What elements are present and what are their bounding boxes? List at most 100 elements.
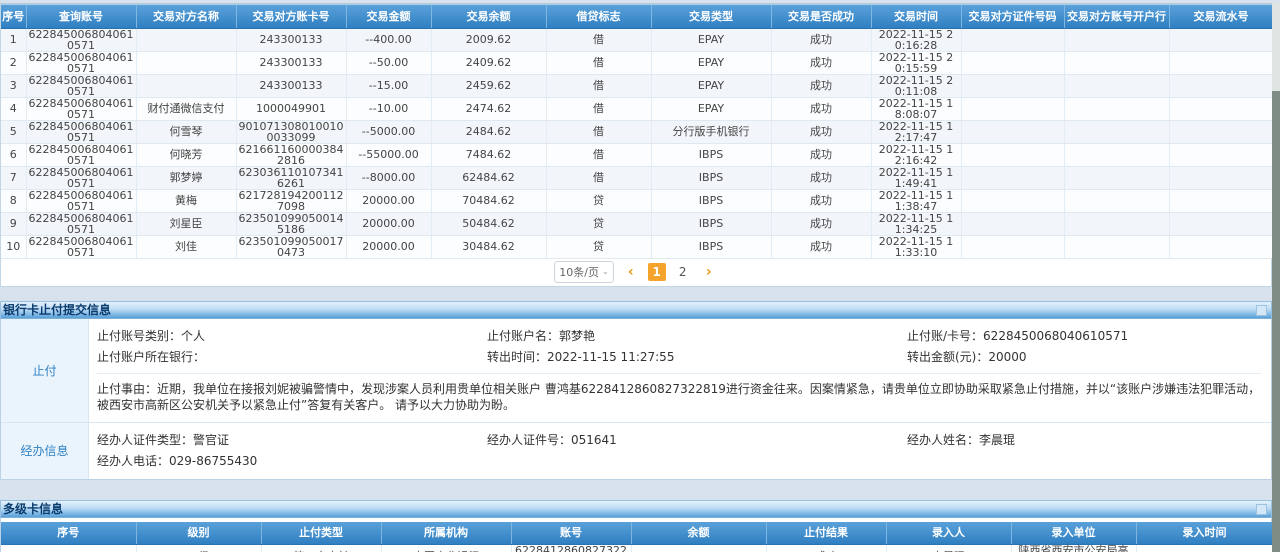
column-header: 借贷标志: [546, 5, 652, 29]
column-header: 账号: [511, 521, 632, 545]
table-cell: 20000.00: [346, 235, 432, 259]
table-cell: 成功: [771, 143, 872, 167]
handler-phone-field: 经办人电话：029-86755430: [97, 453, 258, 468]
table-cell: 6: [1, 143, 27, 167]
column-header: 交易对方账卡号: [236, 5, 347, 29]
transactions-panel: 序号 查询账号 交易对方名称 交易对方账卡号 交易金额 交易余额 借贷标志 交易类型 交易是否成…: [0, 3, 1274, 287]
table-cell: 2022-11-15 20:15:59: [871, 51, 962, 75]
table-row: 9 6228450068040610571 刘星臣 62350109905001451…: [1, 212, 1274, 236]
table-cell: [1169, 235, 1274, 259]
table-cell: 243300133: [236, 28, 347, 52]
table-cell: [1169, 97, 1274, 121]
table-cell: [1169, 51, 1274, 75]
page-button-2[interactable]: 2: [678, 265, 687, 279]
handler-id-type-field: 经办人证件类型：警官证: [97, 432, 230, 447]
page-button-1[interactable]: 1: [647, 263, 666, 281]
table-cell: 2022-11-15 12:16:42: [871, 143, 962, 167]
multilevel-header-row: 序号 级别 止付类型 所属机构 账号 余额 止付结果 录入人 录入单位 录入时间: [1, 521, 1274, 545]
table-cell: 刘星臣: [136, 212, 237, 236]
table-cell: 8: [1, 189, 27, 213]
next-page-button[interactable]: ›: [705, 264, 712, 280]
column-header: 序号: [1, 521, 137, 545]
table-cell: --50.00: [346, 51, 432, 75]
table-cell: 2022-11-15 11:34:25: [871, 212, 962, 236]
column-header: 止付结果: [766, 521, 887, 545]
table-cell: 何雪琴: [136, 120, 237, 144]
table-cell: [961, 28, 1065, 52]
table-cell: EPAY: [651, 74, 772, 98]
table-cell: [1169, 120, 1274, 144]
prev-page-button[interactable]: ‹: [627, 264, 634, 280]
table-row: 7 6228450068040610571 郭梦婷 62303611010734162…: [1, 166, 1274, 190]
column-header: 交易金额: [346, 5, 432, 29]
vertical-scrollbar[interactable]: [1272, 3, 1280, 552]
table-cell: 5: [1, 120, 27, 144]
main-content: 序号 查询账号 交易对方名称 交易对方账卡号 交易金额 交易余额 借贷标志 交易类型 交易是否成…: [0, 3, 1274, 552]
table-cell: --10.00: [346, 97, 432, 121]
table-row: 3 6228450068040610571 243300133 --15.00 2459…: [1, 74, 1274, 98]
table-cell: [1064, 212, 1170, 236]
table-cell: 9010713080100100033099: [236, 120, 347, 144]
table-cell: IBPS: [651, 143, 772, 167]
table-cell: 50484.62: [431, 212, 547, 236]
table-cell: 20000.00: [346, 189, 432, 213]
table-cell: 20000.00: [346, 212, 432, 236]
column-header: 交易对方名称: [136, 5, 237, 29]
table-cell: [1064, 28, 1170, 52]
table-cell: 郭梦婷: [136, 166, 237, 190]
table-cell: 4: [1, 97, 27, 121]
table-cell: [961, 51, 1065, 75]
table-cell: 2022-11-15 18:08:07: [871, 97, 962, 121]
table-cell: [136, 28, 237, 52]
table-cell: 成功: [771, 51, 872, 75]
collapse-icon[interactable]: [1256, 304, 1267, 316]
collapse-icon[interactable]: [1256, 503, 1267, 515]
table-cell: 分行版手机银行: [651, 120, 772, 144]
table-cell: 2022-11-15 20:11:08: [871, 74, 962, 98]
table-cell: [631, 544, 767, 552]
page-size-select[interactable]: 10条/页 ⌄: [554, 261, 614, 283]
table-row: 1 6228450068040610571 243300133 --400.00 200…: [1, 28, 1274, 52]
multilevel-body: 1一级第三方止付中国农业银行6228412860827322819 成功李晨琨陕西…: [1, 544, 1274, 552]
column-header: 交易时间: [871, 5, 962, 29]
scrollbar-thumb[interactable]: [1272, 91, 1280, 552]
transactions-table: 序号 查询账号 交易对方名称 交易对方账卡号 交易金额 交易余额 借贷标志 交易类型 交易是否成…: [1, 5, 1274, 259]
column-header: 余额: [631, 521, 767, 545]
table-cell: IBPS: [651, 189, 772, 213]
table-cell: 2022-11-15 12:17:47: [871, 120, 962, 144]
table-cell: [1169, 28, 1274, 52]
table-cell: 7484.62: [431, 143, 547, 167]
table-cell: IBPS: [651, 235, 772, 259]
table-cell: [961, 97, 1065, 121]
table-cell: [136, 74, 237, 98]
table-cell: 借: [546, 120, 652, 144]
table-cell: 1: [1, 28, 27, 52]
stop-payment-panel: 止付 止付账号类别：个人 止付账户名：郭梦艳 止付账/卡号：6228450068…: [0, 318, 1272, 480]
table-cell: 2484.62: [431, 120, 547, 144]
table-cell: 70484.62: [431, 189, 547, 213]
table-cell: 一级: [136, 544, 262, 552]
multilevel-section-title: 多级卡信息: [3, 501, 64, 516]
table-cell: 2022-11-15 11:38:47: [871, 189, 962, 213]
table-row: 6 6228450068040610571 何晓芳 62166116000038428…: [1, 143, 1274, 167]
column-header: 录入人: [886, 521, 1012, 545]
table-cell: [961, 74, 1065, 98]
table-cell: 6228450068040610571: [26, 189, 137, 213]
table-cell: --400.00: [346, 28, 432, 52]
table-cell: IBPS: [651, 212, 772, 236]
column-header: 查询账号: [26, 5, 137, 29]
table-cell: 6228450068040610571: [26, 235, 137, 259]
handler-info-group: 经办信息 经办人证件类型：警官证 经办人证件号：051641 经办人姓名：李晨琨…: [1, 422, 1271, 479]
table-cell: 2022-11-15 11:33:10: [871, 235, 962, 259]
column-header: 交易是否成功: [771, 5, 872, 29]
table-cell: 6216611600003842816: [236, 143, 347, 167]
table-cell: 中国农业银行: [381, 544, 512, 552]
table-cell: 3: [1, 74, 27, 98]
column-header: 交易对方证件号码: [961, 5, 1065, 29]
table-cell: 62484.62: [431, 166, 547, 190]
table-cell: 6228450068040610571: [26, 97, 137, 121]
handler-id-number-field: 经办人证件号：051641: [487, 432, 617, 447]
table-cell: [1064, 120, 1170, 144]
